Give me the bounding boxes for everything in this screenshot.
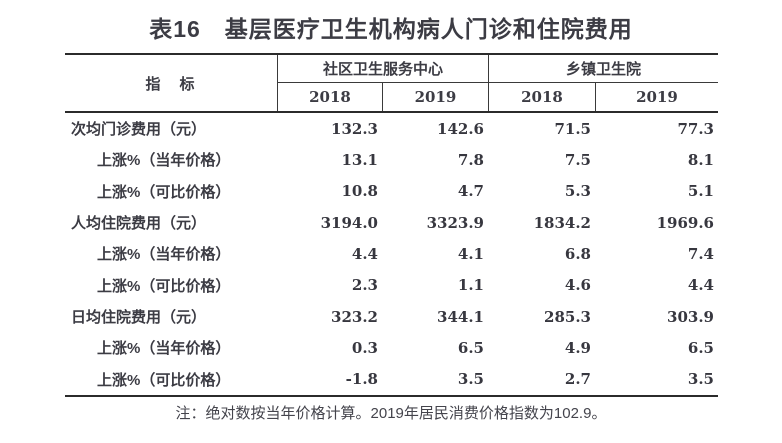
- value-cell: 13.1: [341, 150, 378, 169]
- value-cell: 303.9: [667, 307, 714, 326]
- group-header-community-center: 社区卫生服务中心: [277, 55, 488, 83]
- table-row: 日均住院费用（元） 323.2 344.1 285.3 303.9: [65, 301, 718, 332]
- indicator-cell: 日均住院费用（元）: [71, 309, 207, 327]
- group-header-township-hospital: 乡镇卫生院: [488, 55, 718, 83]
- value-cell: 3.5: [687, 370, 714, 389]
- value-cell: 4.1: [457, 244, 484, 263]
- value-cell: 0.3: [351, 338, 378, 357]
- year-header-cell: 2019: [382, 83, 488, 111]
- value-cell: 132.3: [331, 119, 378, 138]
- year-header-cell: 2019: [595, 83, 718, 111]
- value-cell: 344.1: [437, 307, 484, 326]
- table-row: 上涨%（当年价格） 0.3 6.5 4.9 6.5: [65, 332, 718, 363]
- value-cell: 4.4: [687, 276, 714, 295]
- indicator-header-cell: 指 标: [145, 75, 197, 93]
- value-cell: 71.5: [554, 119, 591, 138]
- table-row: 上涨%（当年价格） 4.4 4.1 6.8 7.4: [65, 238, 718, 269]
- value-cell: 285.3: [544, 307, 591, 326]
- value-cell: 6.8: [564, 244, 591, 263]
- value-cell: 2.3: [351, 276, 378, 295]
- value-cell: 8.1: [687, 150, 714, 169]
- table-row: 人均住院费用（元） 3194.0 3323.9 1834.2 1969.6: [65, 207, 718, 238]
- indicator-cell: 上涨%（可比价格）: [97, 277, 231, 295]
- value-cell: 7.8: [457, 150, 484, 169]
- value-cell: 10.8: [341, 182, 378, 201]
- statistics-table: 指 标 社区卫生服务中心 乡镇卫生院 2018 2019 2018 2019 次…: [65, 53, 718, 397]
- table-note: 注：绝对数按当年价格计算。2019年居民消费价格指数为102.9。: [175, 405, 607, 422]
- value-cell: 142.6: [437, 119, 484, 138]
- value-cell: 1.1: [457, 276, 484, 295]
- table-row: 上涨%（可比价格） 10.8 4.7 5.3 5.1: [65, 176, 718, 207]
- value-cell: 3323.9: [426, 213, 484, 232]
- value-cell: 6.5: [687, 338, 714, 357]
- value-cell: 1969.6: [656, 213, 714, 232]
- year-header-cell: 2018: [488, 83, 595, 111]
- table-row: 上涨%（可比价格） 2.3 1.1 4.6 4.4: [65, 270, 718, 301]
- value-cell: 4.4: [351, 244, 378, 263]
- value-cell: 323.2: [331, 307, 378, 326]
- table-body: 次均门诊费用（元） 132.3 142.6 71.5 77.3 上涨%（当年价格…: [65, 113, 718, 397]
- value-cell: 4.6: [564, 276, 591, 295]
- indicator-cell: 上涨%（可比价格）: [97, 183, 231, 201]
- value-cell: 3.5: [457, 370, 484, 389]
- value-cell: 3194.0: [320, 213, 378, 232]
- indicator-cell: 次均门诊费用（元）: [71, 121, 207, 139]
- indicator-cell: 上涨%（当年价格）: [97, 152, 231, 170]
- value-cell: 6.5: [457, 338, 484, 357]
- value-cell: 5.3: [564, 182, 591, 201]
- table-header: 指 标 社区卫生服务中心 乡镇卫生院 2018 2019 2018 2019: [65, 53, 718, 113]
- indicator-cell: 上涨%（当年价格）: [97, 340, 231, 358]
- value-cell: 77.3: [677, 119, 714, 138]
- value-cell: 2.7: [564, 370, 591, 389]
- year-header-cell: 2018: [277, 83, 382, 111]
- value-cell: 4.9: [564, 338, 591, 357]
- value-cell: 7.4: [687, 244, 714, 263]
- table-row: 次均门诊费用（元） 132.3 142.6 71.5 77.3: [65, 113, 718, 144]
- value-cell: 5.1: [687, 182, 714, 201]
- value-cell: 7.5: [564, 150, 591, 169]
- value-cell: -1.8: [345, 370, 378, 389]
- indicator-cell: 上涨%（当年价格）: [97, 246, 231, 264]
- table-title: 表16 基层医疗卫生机构病人门诊和住院费用: [149, 16, 633, 42]
- value-cell: 1834.2: [533, 213, 591, 232]
- indicator-cell: 人均住院费用（元）: [71, 215, 207, 233]
- table-row: 上涨%（当年价格） 13.1 7.8 7.5 8.1: [65, 144, 718, 175]
- value-cell: 4.7: [457, 182, 484, 201]
- indicator-cell: 上涨%（可比价格）: [97, 371, 231, 389]
- table-row: 上涨%（可比价格） -1.8 3.5 2.7 3.5: [65, 364, 718, 395]
